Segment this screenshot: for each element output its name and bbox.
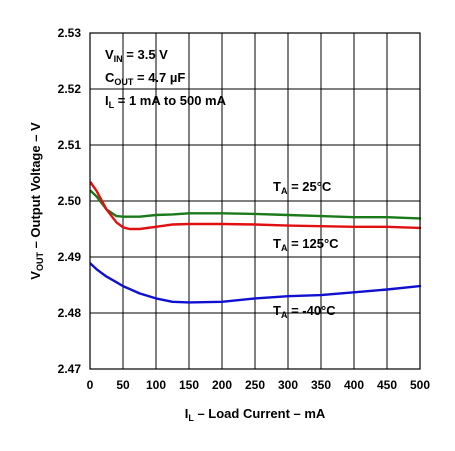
y-axis-title: VOUT – Output Voltage – V bbox=[28, 122, 45, 280]
x-tick-label: 400 bbox=[344, 378, 364, 392]
conditions-annotation: VIN = 3.5 V COUT = 4.7 µF IL = 1 mA to 5… bbox=[105, 47, 227, 110]
y-tick-label: 2.47 bbox=[58, 362, 82, 376]
x-tick-label: 300 bbox=[278, 378, 298, 392]
series-line-1 bbox=[89, 181, 422, 231]
tick-labels: 0 50 100 150 200 250 300 350 400 450 500 2.47 2.48 2.… bbox=[58, 26, 431, 392]
condition-il: IL = 1 mA to 500 mA bbox=[105, 93, 227, 110]
x-tick-label: 50 bbox=[116, 378, 130, 392]
series-lines bbox=[89, 181, 422, 304]
condition-cout: COUT = 4.7 µF bbox=[105, 70, 185, 87]
x-tick-label: 100 bbox=[146, 378, 166, 392]
y-tick-label: 2.48 bbox=[58, 306, 82, 320]
x-tick-label: 450 bbox=[377, 378, 397, 392]
x-tick-label: 500 bbox=[410, 378, 430, 392]
y-tick-label: 2.49 bbox=[58, 250, 82, 264]
x-tick-label: 250 bbox=[245, 378, 265, 392]
series-line-2 bbox=[89, 262, 422, 304]
series-label-25c: TA = 25°C bbox=[273, 179, 332, 196]
y-tick-label: 2.52 bbox=[58, 82, 82, 96]
condition-vin: VIN = 3.5 V bbox=[105, 47, 168, 64]
series-label-125c: TA = 125°C bbox=[273, 236, 339, 253]
plot-frame bbox=[89, 32, 421, 370]
x-tick-label: 150 bbox=[179, 378, 199, 392]
x-tick-label: 200 bbox=[212, 378, 232, 392]
y-tick-label: 2.53 bbox=[58, 26, 82, 40]
x-axis-title: IL – Load Current – mA bbox=[185, 406, 326, 423]
y-tick-label: 2.51 bbox=[58, 138, 82, 152]
series-line-0 bbox=[89, 189, 422, 220]
y-tick-label: 2.50 bbox=[58, 194, 82, 208]
series-label-minus40c: TA = -40°C bbox=[273, 303, 336, 320]
x-tick-label: 350 bbox=[311, 378, 331, 392]
x-tick-label: 0 bbox=[87, 378, 94, 392]
